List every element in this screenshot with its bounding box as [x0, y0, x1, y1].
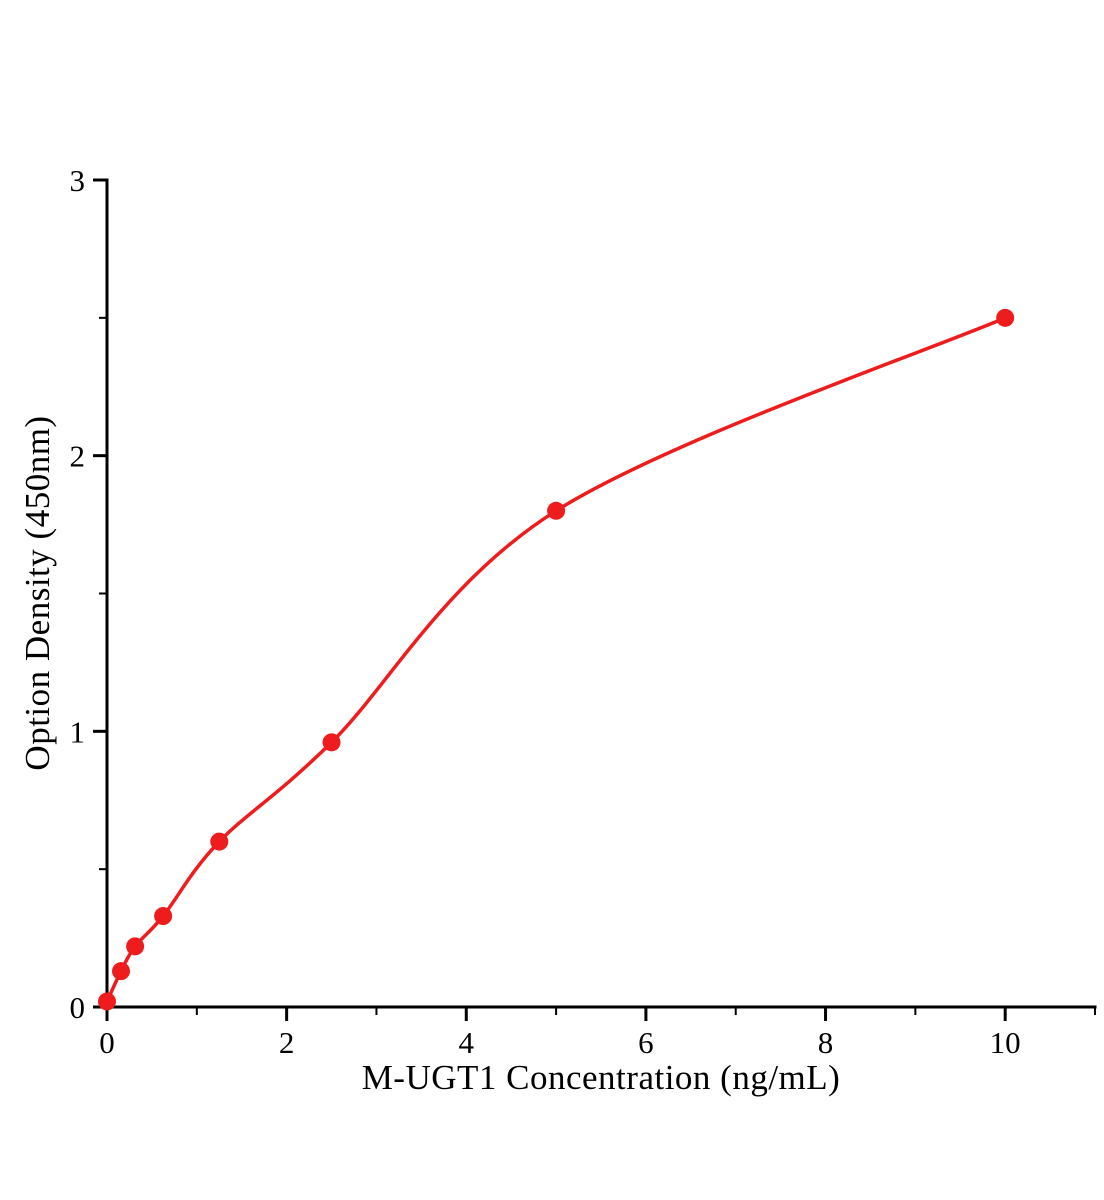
y-tick-label: 3 [70, 163, 86, 198]
x-tick-label: 0 [99, 1025, 115, 1060]
x-tick-label: 10 [990, 1025, 1021, 1060]
y-tick-label: 0 [70, 990, 86, 1025]
data-point [322, 733, 341, 752]
data-point [547, 501, 566, 520]
x-tick-label: 6 [638, 1025, 654, 1060]
y-axis-label: Option Density (450nm) [18, 415, 57, 771]
data-point [996, 308, 1015, 327]
x-tick-label: 2 [279, 1025, 295, 1060]
data-point [210, 832, 229, 851]
y-tick-label: 1 [70, 714, 86, 749]
y-tick-label: 2 [70, 439, 86, 474]
data-point [112, 962, 131, 981]
x-tick-label: 8 [818, 1025, 834, 1060]
axis-spines [105, 178, 1097, 1009]
x-tick-label: 4 [459, 1025, 475, 1060]
data-point [154, 907, 173, 926]
data-point [98, 992, 116, 1011]
x-axis-label: M-UGT1 Concentration (ng/mL) [361, 1058, 841, 1097]
data-point [126, 937, 145, 956]
fit-curve [105, 316, 1007, 1004]
